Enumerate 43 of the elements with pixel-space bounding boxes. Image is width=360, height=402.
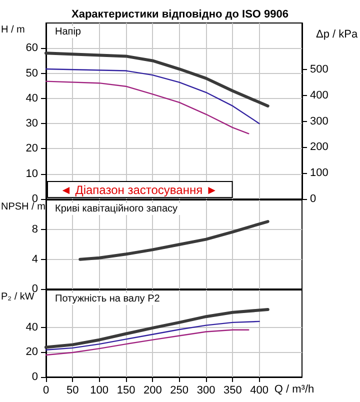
y-tick-label: 8: [32, 224, 38, 236]
y-tick-label: 40: [26, 321, 38, 334]
y-axis-title: H / m: [1, 24, 25, 36]
y2-tick-label: 500: [310, 64, 328, 76]
annotation: ◄ Діапазон застосування ►: [60, 183, 218, 197]
y2-tick-label: 200: [310, 141, 328, 154]
line-series: [44, 52, 270, 108]
line-series: [45, 320, 260, 351]
y-tick-label: 30: [26, 118, 38, 130]
y-tick-label: 10: [26, 168, 38, 180]
y2-tick-label: 400: [310, 89, 328, 102]
line-series: [45, 68, 260, 124]
y-tick-label: 40: [26, 92, 38, 104]
chart-subtitle: Напір: [55, 26, 82, 38]
y2-tick-label: 300: [310, 115, 328, 128]
x-tick-label: 0: [42, 384, 50, 396]
y-tick-label: 4: [32, 253, 38, 266]
line-series: [45, 329, 250, 356]
y-tick-label: 0: [32, 371, 38, 383]
y-tick-label: 50: [26, 67, 38, 80]
x-tick-label: 300: [196, 384, 216, 396]
x-axis-title: Q / m³/h: [274, 384, 314, 396]
x-tick-label: 200: [143, 384, 162, 396]
y2-tick-label: 100: [310, 167, 328, 180]
y2-axis-title: Δp / kPa: [316, 28, 358, 40]
line-series: [45, 80, 250, 134]
y2-tick-label: 0: [310, 193, 316, 205]
x-tick-label: 100: [90, 384, 109, 396]
chart-subtitle: Криві кавітаційного запасу: [55, 204, 178, 214]
x-tick-label: 350: [223, 384, 242, 396]
x-tick-label: 50: [66, 384, 79, 396]
y-tick-label: 20: [26, 346, 38, 358]
x-tick-label: 400: [250, 384, 269, 396]
y-axis-title: NPSH / m: [1, 202, 46, 212]
chart-title: Характеристики відповідно до ISO 9906: [72, 8, 288, 20]
y-tick-label: 20: [26, 142, 38, 155]
line-series: [44, 308, 270, 349]
y-tick-label: 60: [26, 42, 38, 54]
x-tick-label: 150: [116, 384, 136, 396]
line-series: [78, 220, 270, 261]
x-tick-label: 250: [170, 384, 189, 396]
y-axis-title: P₂ / kW: [1, 292, 35, 302]
chart-subtitle: Потужність на валу P2: [55, 294, 160, 304]
